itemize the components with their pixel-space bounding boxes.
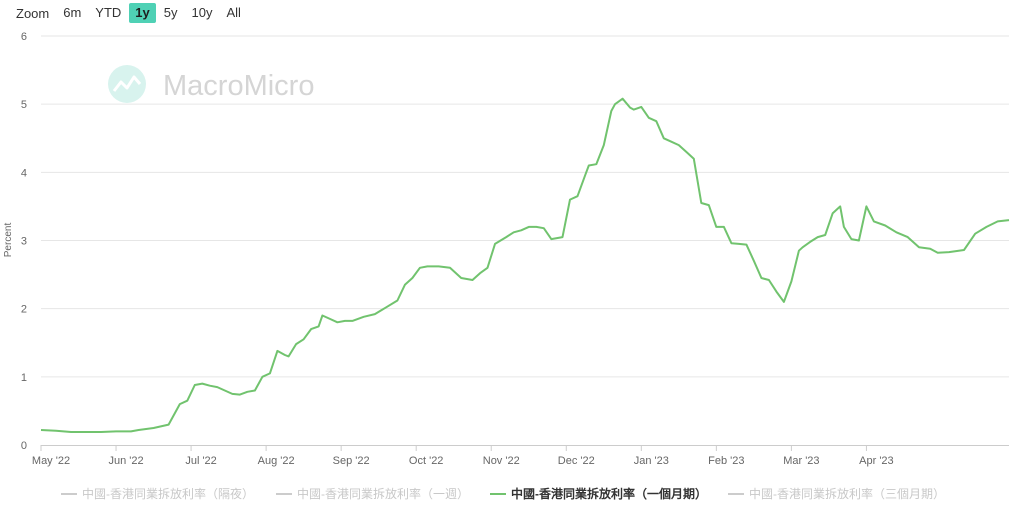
legend-swatch [490, 492, 506, 495]
zoom-bar: Zoom 6m YTD 1y 5y 10y All [14, 3, 249, 23]
x-axis-ticks: May '22 Jun '22 Jul '22 Aug '22 Sep '22 Oct '… [32, 445, 894, 467]
y-axis-ticks: 0 1 2 3 4 5 6 [21, 31, 27, 452]
x-tick-label: Oct '22 [409, 455, 444, 467]
series-line-1m-hibor[interactable] [40, 97, 1010, 433]
legend-swatch [728, 492, 744, 495]
x-tick-label: Jun '22 [108, 455, 143, 467]
legend-swatch [61, 492, 77, 495]
legend: 中國-香港同業拆放利率（隔夜） 中國-香港同業拆放利率（一週） 中國-香港同業拆放利… [0, 485, 1017, 505]
zoom-6m-button[interactable]: 6m [63, 5, 82, 20]
legend-swatch [276, 492, 292, 495]
zoom-all-button[interactable]: All [226, 5, 241, 20]
legend-label: 中國-香港同業拆放利率（一個月期） [511, 487, 707, 501]
legend-label: 中國-香港同業拆放利率（三個月期） [749, 487, 945, 501]
x-tick-label: Apr '23 [859, 455, 894, 467]
legend-item-2[interactable]: 中國-香港同業拆放利率（一週） [276, 485, 469, 502]
watermark: MacroMicro [108, 65, 314, 103]
legend-label: 中國-香港同業拆放利率（一週） [297, 487, 469, 501]
legend-item-3[interactable]: 中國-香港同業拆放利率（一個月期） [490, 485, 707, 502]
x-tick-label: May '22 [32, 455, 70, 467]
y-tick-label: 2 [21, 304, 27, 316]
x-tick-label: Feb '23 [708, 455, 744, 467]
legend-item-1[interactable]: 中國-香港同業拆放利率（隔夜） [61, 485, 254, 502]
watermark-text: MacroMicro [163, 70, 314, 102]
y-tick-label: 4 [21, 167, 27, 179]
y-tick-label: 0 [21, 440, 27, 452]
x-tick-label: Sep '22 [333, 455, 370, 467]
zoom-label: Zoom [16, 5, 50, 21]
zoom-1y-button[interactable]: 1y [129, 3, 156, 23]
y-tick-label: 6 [21, 31, 27, 43]
x-tick-label: Jan '23 [634, 455, 669, 467]
x-tick-label: Jul '22 [185, 455, 216, 467]
gridlines [41, 35, 1009, 378]
x-tick-label: Aug '22 [258, 455, 295, 467]
y-tick-label: 1 [21, 372, 27, 384]
x-tick-label: Mar '23 [783, 455, 819, 467]
x-tick-label: Dec '22 [558, 455, 595, 467]
x-tick-label: Nov '22 [483, 455, 520, 467]
legend-item-4[interactable]: 中國-香港同業拆放利率（三個月期） [728, 485, 945, 502]
zoom-10y-button[interactable]: 10y [191, 5, 213, 20]
zoom-ytd-button[interactable]: YTD [95, 5, 122, 20]
watermark-logo-icon [108, 65, 146, 103]
zoom-5y-button[interactable]: 5y [163, 5, 178, 20]
watermark-logo-mark [112, 75, 142, 92]
y-tick-label: 3 [21, 236, 27, 248]
legend-label: 中國-香港同業拆放利率（隔夜） [82, 487, 254, 501]
y-tick-label: 5 [21, 99, 27, 111]
y-axis-label: Percent [3, 223, 14, 258]
